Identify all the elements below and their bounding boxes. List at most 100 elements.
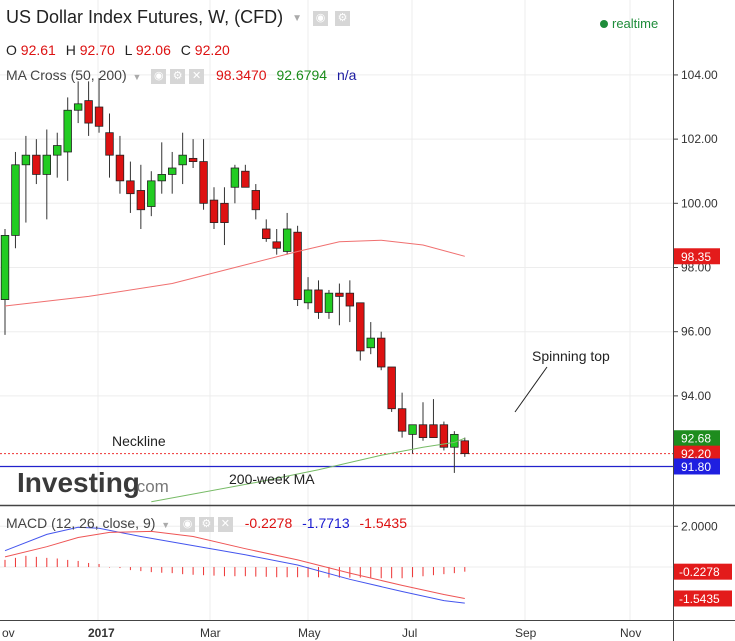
candle-body [126,180,135,195]
settings-icon[interactable]: ◉ [313,10,328,26]
candle-body [429,424,438,439]
close-label: C [180,42,191,58]
title-dropdown-icon[interactable]: ▼ [292,12,302,24]
time-axis: ov 2017 Mar May Jul Sep Nov [2,626,641,640]
macd-hist-value: -0.2278 [244,515,293,531]
candle-body [241,170,250,188]
candle-body [73,103,83,111]
candle-body [32,154,41,175]
candle-body [408,424,417,435]
price-badge-label: 92.20 [681,447,711,461]
candle-body [11,164,20,236]
time-tick-label: Sep [515,626,537,640]
candle-body [356,302,365,352]
candle-body [282,228,292,252]
high-label: H [65,42,76,58]
ma50-line [4,239,465,307]
candle-body [324,292,334,313]
macd-badge-label: -0.2278 [679,565,720,579]
ohlc-row: O 92.61 H 92.70 L 92.06 C 92.20 [6,42,230,58]
candle-body [314,289,323,313]
signal-value: -1.5435 [359,515,407,531]
candle-body [230,167,240,188]
visibility-icon[interactable]: ◉ [151,68,167,84]
candle-body [272,241,281,249]
low-label: L [124,42,132,58]
candle-body [84,100,93,124]
macd-badge-label: -1.5435 [679,592,720,606]
candle-body [460,440,469,455]
chart-header: US Dollar Index Futures, W, (CFD) ▼ ◉ ⚙ [6,7,351,28]
macd-value: -1.7713 [302,515,350,531]
gear-icon[interactable]: ⚙ [335,10,351,26]
close-icon[interactable]: ✕ [217,516,233,532]
price-tick-label: 94.00 [681,389,711,403]
macd-line [4,526,465,604]
candle-body [178,154,187,166]
candle-body [53,145,62,156]
candle-body [188,157,198,162]
macd-tick-label: 2.0000 [681,519,718,533]
candle-body [42,154,51,175]
macd-dropdown-icon[interactable]: ▼ [161,520,171,530]
candle-body [105,132,114,156]
gear-icon[interactable]: ⚙ [198,516,214,532]
price-badge [674,248,720,265]
price-tick-label: 102.00 [681,132,718,146]
candle-body [335,292,344,297]
visibility-icon[interactable]: ◉ [180,516,196,532]
ma-study-label: MA Cross (50, 200) [6,67,127,83]
open-value: 92.61 [20,42,56,58]
ma-study-row: MA Cross (50, 200) ▼ ◉ ⚙ ✕ 98.3470 92.67… [6,67,356,84]
price-badge [674,458,720,475]
status-dot-icon [600,20,608,28]
ma200-line [151,437,465,503]
candle-body [136,190,146,211]
high-value: 92.70 [79,42,115,58]
gear-icon[interactable]: ⚙ [170,68,186,84]
macd-study-row: MACD (12, 26, close, 9) ▼ ◉ ⚙ ✕ -0.2278 … [6,515,407,532]
candle-body [157,174,166,182]
candle-body [147,180,156,207]
watermark-brand: Investing [17,467,140,498]
price-tick-label: 96.00 [681,325,711,339]
signal-line [4,530,465,599]
price-badge [674,445,720,462]
price-tick-label: 104.00 [681,68,718,82]
candle-body [115,154,125,182]
candle-body [63,109,72,153]
candle-body [345,292,355,307]
candle-body [251,190,260,211]
watermark-suffix: .com [132,477,169,496]
price-tick-label: 100.00 [681,196,718,210]
spinning-top-label: Spinning top [532,348,610,364]
close-icon[interactable]: ✕ [189,68,205,84]
spinning-top-arrow [514,366,548,413]
neckline-label: Neckline [112,433,166,449]
candle-body [220,202,229,223]
candle-body [418,424,428,439]
realtime-indicator: realtime [600,16,658,31]
candles [0,78,469,473]
price-badge [674,430,720,447]
candle-body [21,154,31,166]
time-tick-label: Mar [200,626,221,640]
low-value: 92.06 [135,42,171,58]
candle-body [387,366,396,410]
time-tick-label: Jul [402,626,417,640]
ma200-value: 92.6794 [276,67,328,83]
price-badge-label: 92.68 [681,432,711,446]
grid [0,0,673,620]
open-label: O [6,42,17,58]
chart-title: US Dollar Index Futures, W, (CFD) [6,7,284,27]
macd-histogram [4,555,466,579]
time-tick-label: May [298,626,321,640]
candle-body [303,289,313,304]
macd-study-label: MACD (12, 26, close, 9) [6,515,156,531]
candle-body [397,408,407,432]
ma-dropdown-icon[interactable]: ▼ [132,72,142,82]
candle-body [0,235,10,300]
